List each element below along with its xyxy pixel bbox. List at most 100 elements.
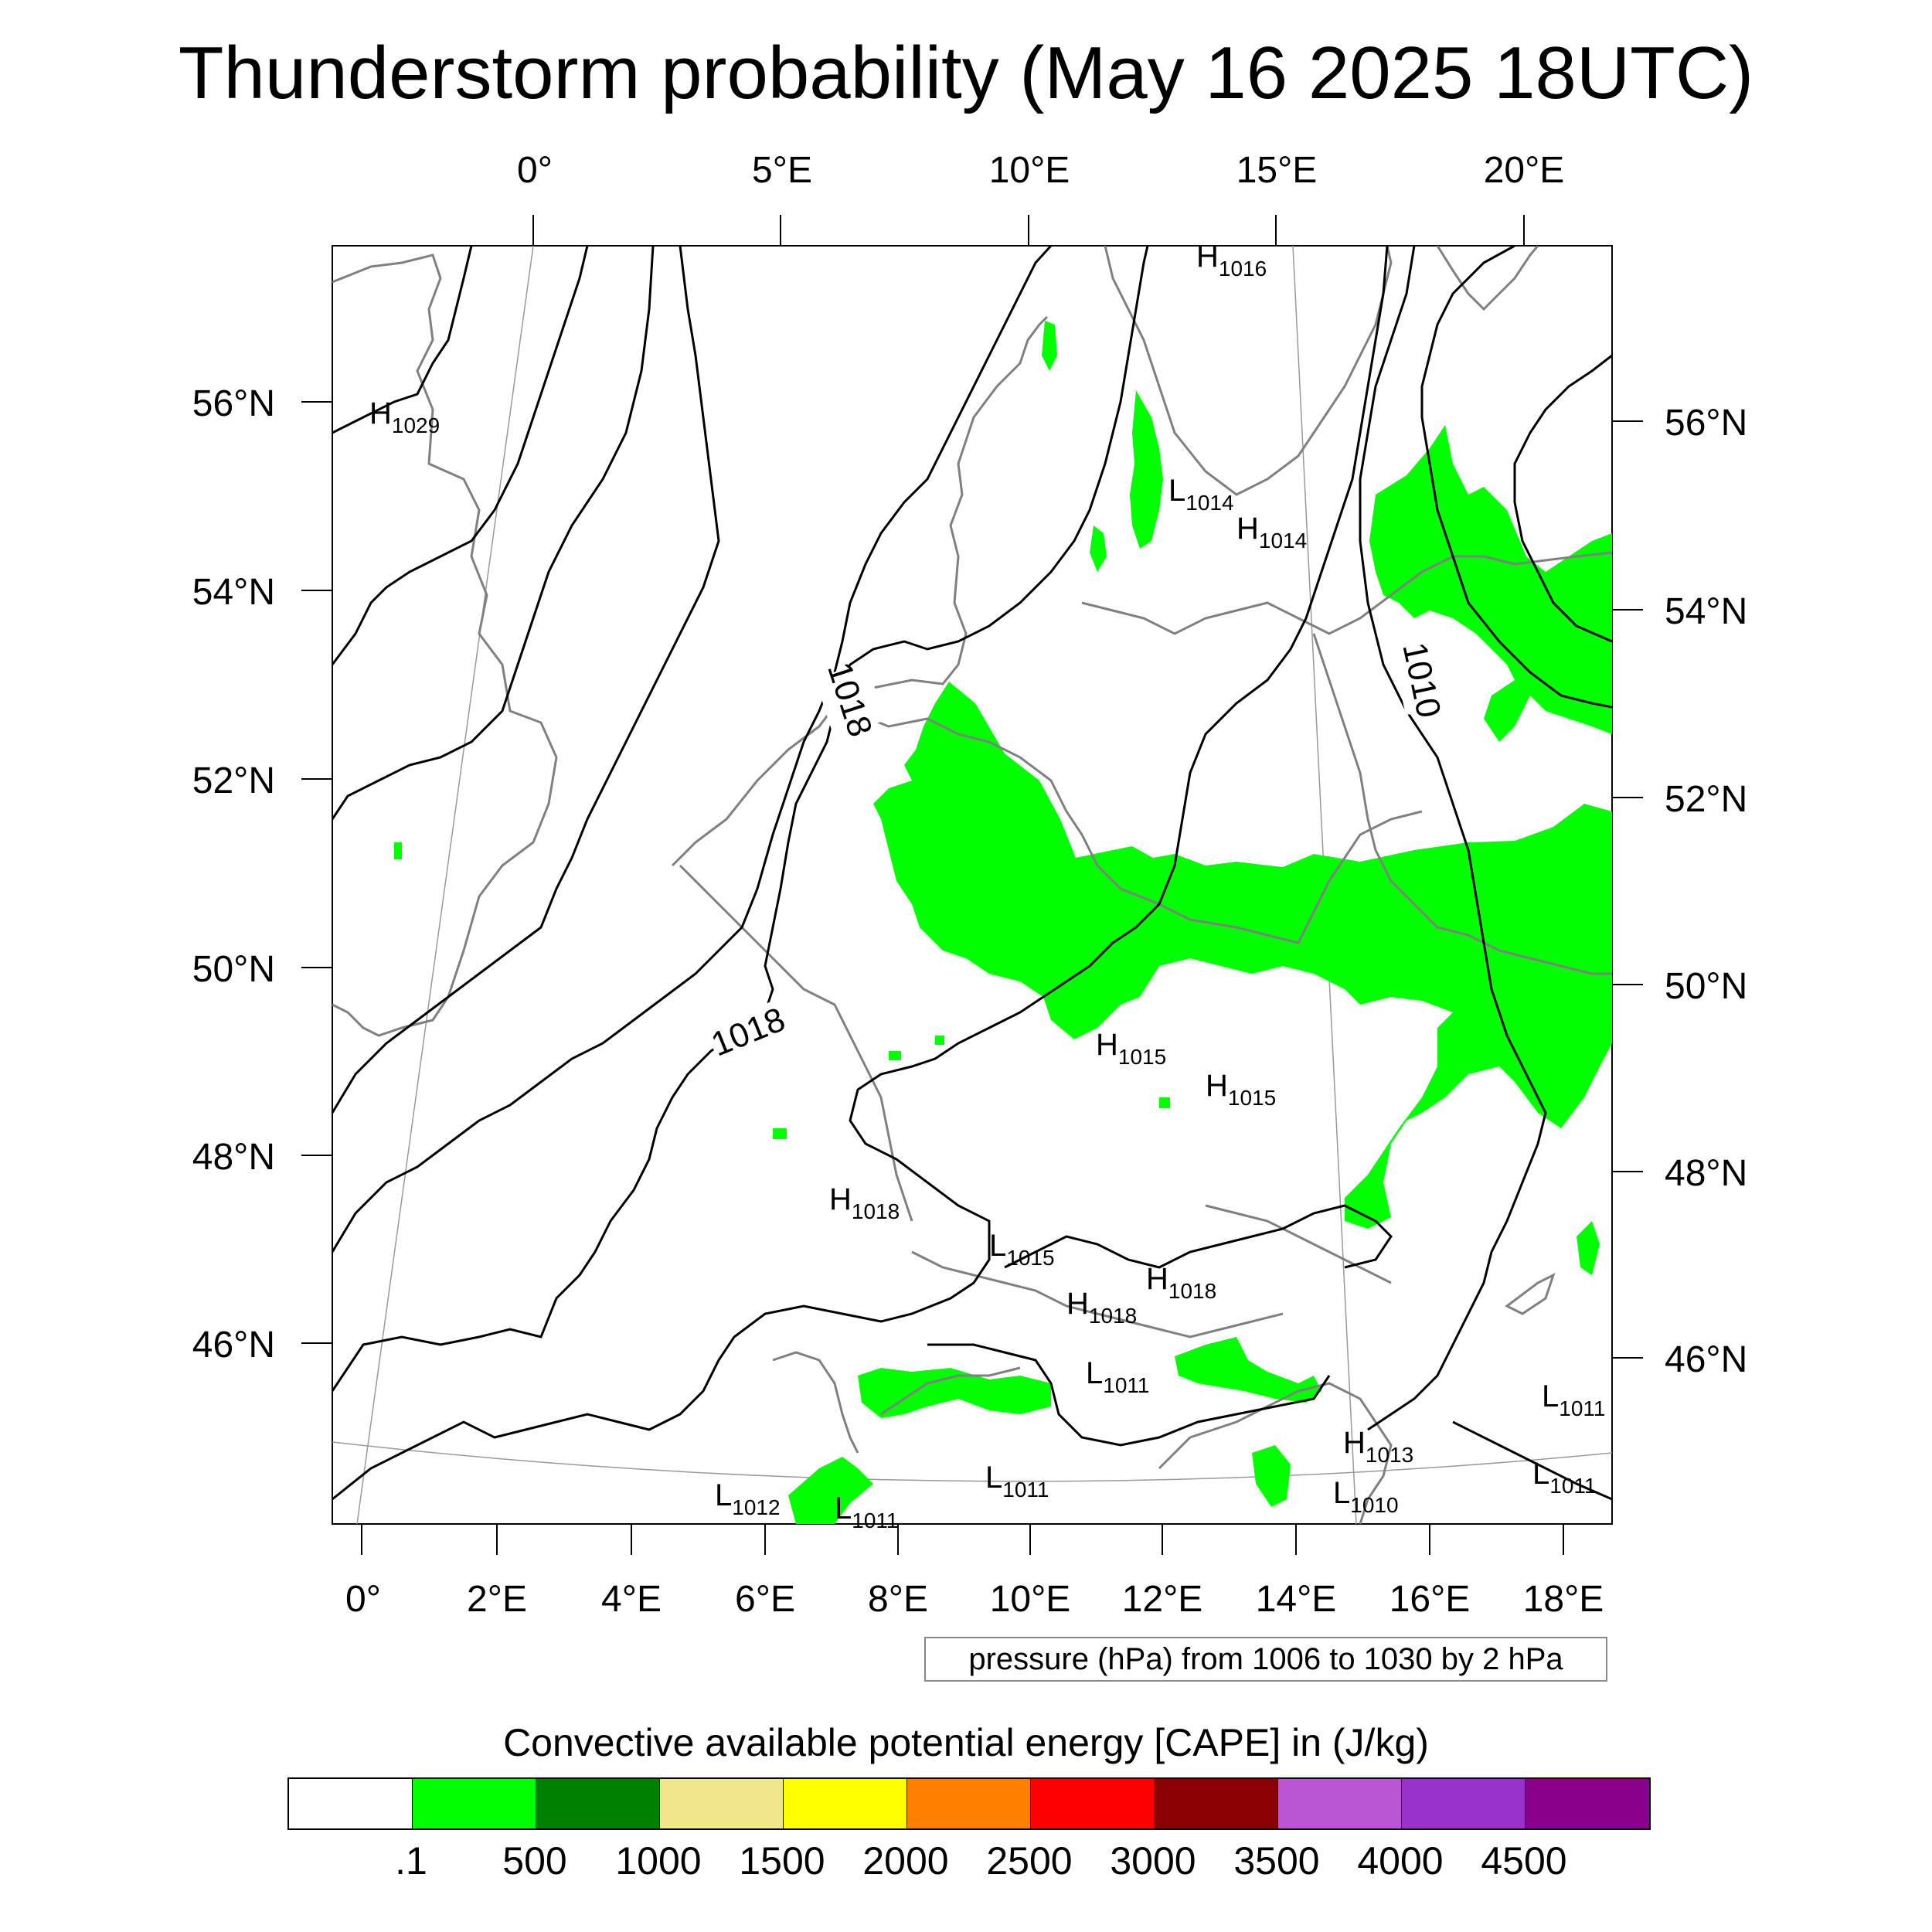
colorbar-tick-label: 4000	[1357, 1839, 1444, 1883]
border-germany	[849, 709, 1423, 944]
cape-area-alps-east	[1175, 1337, 1321, 1403]
pressure-system-label: H1014	[1236, 512, 1307, 553]
right-lat-label: 52°N	[1665, 779, 1747, 820]
border-austria	[1205, 1204, 1392, 1284]
isobar-1020	[332, 246, 1053, 1253]
top-lon-labels: 0° 5°E 10°E 15°E 20°E	[517, 150, 1564, 191]
pressure-systems: H1029 H1016 L1014 H1014 H1015 H1015 H101…	[369, 240, 1605, 1532]
isobar-1026	[332, 246, 589, 665]
pressure-system-label: L1011	[1532, 1457, 1596, 1498]
pressure-system-label: L1011	[985, 1461, 1049, 1502]
bottom-lon-label: 10°E	[990, 1579, 1071, 1620]
cape-area-norway	[1042, 321, 1057, 371]
colorbar-swatch	[289, 1779, 413, 1828]
pressure-system-label: L1011	[835, 1492, 898, 1532]
isobars	[332, 246, 1612, 1501]
right-lat-label: 54°N	[1665, 591, 1747, 632]
bottom-lon-label: 0°	[345, 1579, 381, 1620]
top-lon-label: 10°E	[989, 150, 1070, 191]
colorbar-swatch	[1155, 1779, 1278, 1828]
cape-area-northeast	[1369, 425, 1612, 742]
colorbar-swatch	[1278, 1779, 1402, 1828]
chart-title: Thunderstorm probability (May 16 2025 18…	[178, 32, 1754, 114]
top-lon-label: 20°E	[1484, 150, 1565, 191]
colorbar-tick-label: 4500	[1481, 1839, 1567, 1883]
colorbar-tick-label: 2500	[986, 1839, 1073, 1883]
bottom-lon-label: 2°E	[467, 1579, 527, 1620]
right-lat-label: 48°N	[1665, 1153, 1747, 1194]
pressure-system-label: H1015	[1206, 1069, 1276, 1110]
colorbar-swatch	[413, 1779, 536, 1828]
contour-info-box: pressure (hPa) from 1006 to 1030 by 2 hP…	[924, 1637, 1607, 1682]
cape-area-central	[873, 682, 1612, 1229]
colorbar-swatch	[1402, 1779, 1526, 1828]
pressure-system-label: L1014	[1168, 474, 1234, 515]
cape-speck	[773, 1128, 787, 1139]
top-lon-label: 15°E	[1236, 150, 1318, 191]
colorbar-tick-label: 1500	[739, 1839, 825, 1883]
right-lat-labels: 56°N 54°N 52°N 50°N 48°N 46°N	[1665, 403, 1747, 1380]
cape-speck	[394, 842, 402, 859]
bottom-lon-label: 6°E	[735, 1579, 795, 1620]
colorbar-tick-label: 2000	[862, 1839, 949, 1883]
coast-gulf-of-genoa	[772, 1351, 859, 1454]
colorbar-tick-label: 3000	[1110, 1839, 1196, 1883]
colorbar-tick-label: 3500	[1233, 1839, 1320, 1883]
left-lat-label: 46°N	[192, 1325, 275, 1366]
pressure-system-label: L1012	[715, 1478, 781, 1519]
bottom-lon-ticks	[361, 1524, 1564, 1555]
cape-speck	[935, 1036, 944, 1045]
left-lat-label: 56°N	[192, 383, 275, 424]
isobar-1024	[332, 246, 655, 820]
bottom-lon-label: 12°E	[1122, 1579, 1203, 1620]
coast-sweden	[1104, 246, 1393, 496]
pressure-system-label: H1018	[1066, 1287, 1137, 1328]
right-lat-label: 56°N	[1665, 403, 1747, 444]
coast-baltic	[1081, 551, 1612, 635]
colorbar-tick-label: .1	[395, 1839, 427, 1883]
coast-finland	[1436, 246, 1539, 311]
right-lat-ticks	[1612, 420, 1643, 1359]
left-lat-label: 52°N	[192, 760, 275, 801]
pressure-system-label: H1015	[1096, 1028, 1166, 1069]
isobar-1028	[332, 246, 473, 434]
pressure-system-label: L1011	[1542, 1379, 1605, 1420]
colorbar-swatch	[536, 1779, 660, 1828]
right-lat-label: 50°N	[1665, 966, 1747, 1007]
isobar-1010	[1513, 354, 1612, 643]
colorbar-tick-label: 1000	[615, 1839, 702, 1883]
isobar-1022	[332, 246, 720, 1114]
cape-shading	[394, 321, 1612, 1524]
cape-speck	[889, 1051, 901, 1060]
cape-area-sweden-small	[1090, 526, 1107, 572]
bottom-lon-label: 4°E	[601, 1579, 662, 1620]
isobar-1012	[1420, 246, 1612, 709]
bottom-lon-label: 18°E	[1523, 1579, 1604, 1620]
colorbar	[287, 1777, 1651, 1830]
colorbar-swatch	[1526, 1779, 1649, 1828]
isobar-1018	[332, 246, 1149, 1392]
colorbar-swatch	[907, 1779, 1031, 1828]
coast-adriatic	[1158, 1382, 1393, 1524]
cape-area-east-small	[1577, 1221, 1600, 1275]
pressure-system-label: H1018	[829, 1182, 900, 1223]
coastlines	[332, 246, 1612, 1524]
colorbar-title: Convective available potential energy [C…	[503, 1721, 1429, 1764]
pressure-system-label: L1015	[989, 1229, 1055, 1270]
cape-area-alps-west	[858, 1368, 1051, 1418]
coast-britain	[332, 253, 558, 1037]
isobar-1016-south	[927, 1343, 1331, 1447]
coast-mediterranean	[880, 1366, 1021, 1416]
cape-speck	[1159, 1097, 1170, 1108]
colorbar-tick-label: 500	[502, 1839, 567, 1883]
coast-continent-north	[671, 315, 1049, 867]
top-lon-ticks	[532, 215, 1525, 246]
cape-area-south	[788, 1457, 873, 1524]
top-lon-label: 0°	[517, 150, 553, 191]
bottom-lon-label: 16°E	[1389, 1579, 1471, 1620]
pressure-system-label: L1010	[1333, 1476, 1399, 1517]
cape-area-denmark	[1130, 390, 1163, 549]
cape-area-southeast	[1252, 1445, 1291, 1507]
top-lon-label: 5°E	[752, 150, 812, 191]
